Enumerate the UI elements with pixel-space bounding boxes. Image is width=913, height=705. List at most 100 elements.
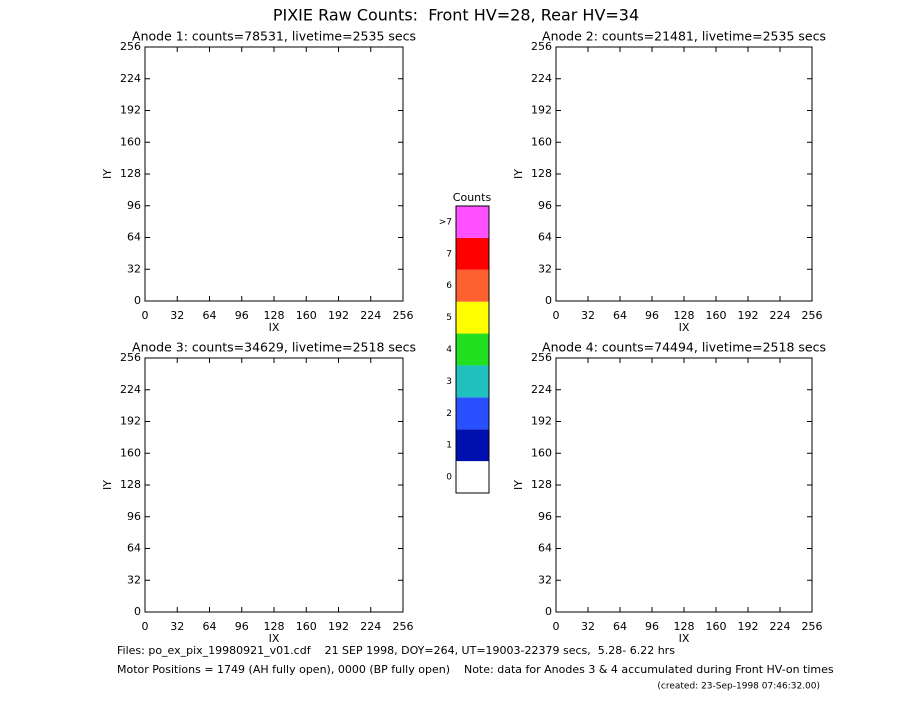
- plot-frame: [555, 357, 813, 613]
- colorbar-swatch: [456, 333, 489, 366]
- y-tick-label: 64: [538, 231, 552, 244]
- x-tick-label: 64: [203, 309, 217, 322]
- y-tick-label: 224: [120, 383, 141, 396]
- x-tick-label: 224: [770, 309, 791, 322]
- y-tick-label: 160: [120, 446, 141, 459]
- x-tick-label: 128: [674, 620, 695, 633]
- y-tick-label: 32: [538, 262, 552, 275]
- plot-frame: [144, 46, 404, 302]
- x-tick-label: 64: [613, 309, 627, 322]
- plot-frame: [144, 357, 404, 613]
- footer-motor: Motor Positions = 1749 (AH fully open), …: [117, 663, 834, 676]
- colorbar-label: 2: [446, 409, 452, 419]
- x-tick-label: 160: [706, 620, 727, 633]
- y-tick-label: 192: [120, 104, 141, 117]
- y-tick-label: 32: [127, 573, 141, 586]
- x-tick-label: 192: [738, 309, 759, 322]
- x-tick-label: 256: [393, 620, 414, 633]
- colorbar-swatch: [456, 365, 489, 398]
- x-tick-label: 160: [296, 620, 317, 633]
- x-tick-label: 160: [706, 309, 727, 322]
- x-tick-label: 128: [264, 620, 285, 633]
- x-tick-label: 96: [645, 309, 659, 322]
- panel-title: Anode 4: counts=74494, livetime=2518 sec…: [542, 340, 826, 355]
- y-tick-label: 96: [127, 510, 141, 523]
- y-tick-label: 256: [531, 351, 552, 364]
- figure-title: PIXIE Raw Counts: Front HV=28, Rear HV=3…: [273, 6, 639, 25]
- colorbar-label: 6: [446, 281, 452, 291]
- x-tick-label: 128: [264, 309, 285, 322]
- x-tick-label: 256: [393, 309, 414, 322]
- y-tick-label: 256: [120, 351, 141, 364]
- x-tick-label: 224: [770, 620, 791, 633]
- y-tick-label: 160: [120, 135, 141, 148]
- colorbar-label: 7: [446, 249, 452, 259]
- panel-title: Anode 3: counts=34629, livetime=2518 sec…: [132, 340, 416, 355]
- y-axis-label: IY: [512, 169, 525, 179]
- y-tick-label: 192: [120, 415, 141, 428]
- plot-frame: [555, 46, 813, 302]
- x-tick-label: 96: [235, 309, 249, 322]
- y-tick-label: 0: [545, 605, 552, 618]
- colorbar-frame: [455, 205, 490, 494]
- y-tick-label: 128: [531, 167, 552, 180]
- colorbar-title: Counts: [453, 191, 492, 204]
- x-tick-label: 0: [553, 309, 560, 322]
- colorbar-swatch: [456, 429, 489, 462]
- x-axis-label: IX: [269, 632, 280, 645]
- colorbar-swatch: [456, 301, 489, 334]
- y-tick-label: 128: [120, 167, 141, 180]
- y-tick-label: 160: [531, 446, 552, 459]
- y-axis-label: IY: [101, 169, 114, 179]
- colorbar-label: 3: [446, 377, 452, 387]
- x-tick-label: 192: [328, 620, 349, 633]
- y-tick-label: 0: [134, 605, 141, 618]
- x-tick-label: 96: [235, 620, 249, 633]
- y-tick-label: 224: [531, 72, 552, 85]
- y-tick-label: 256: [531, 40, 552, 53]
- y-axis-label: IY: [101, 480, 114, 490]
- y-tick-label: 0: [545, 294, 552, 307]
- y-tick-label: 224: [120, 72, 141, 85]
- x-tick-label: 128: [674, 309, 695, 322]
- x-tick-label: 224: [360, 309, 381, 322]
- x-tick-label: 192: [738, 620, 759, 633]
- panel-title: Anode 1: counts=78531, livetime=2535 sec…: [132, 29, 416, 44]
- colorbar-label: 1: [446, 441, 452, 451]
- y-tick-label: 64: [127, 231, 141, 244]
- y-axis-label: IY: [512, 480, 525, 490]
- x-tick-label: 64: [613, 620, 627, 633]
- colorbar-label: >7: [439, 217, 452, 227]
- y-tick-label: 224: [531, 383, 552, 396]
- x-tick-label: 160: [296, 309, 317, 322]
- y-tick-label: 96: [538, 510, 552, 523]
- y-tick-label: 64: [127, 542, 141, 555]
- colorbar-swatch: [456, 237, 489, 270]
- x-tick-label: 192: [328, 309, 349, 322]
- colorbar-swatch: [456, 269, 489, 302]
- y-tick-label: 256: [120, 40, 141, 53]
- x-tick-label: 224: [360, 620, 381, 633]
- colorbar-swatch: [456, 206, 489, 238]
- x-tick-label: 96: [645, 620, 659, 633]
- x-tick-label: 0: [142, 620, 149, 633]
- x-tick-label: 64: [203, 620, 217, 633]
- y-tick-label: 160: [531, 135, 552, 148]
- colorbar-label: 5: [446, 313, 452, 323]
- panel-title: Anode 2: counts=21481, livetime=2535 sec…: [542, 29, 826, 44]
- x-tick-label: 0: [553, 620, 560, 633]
- x-tick-label: 256: [802, 620, 823, 633]
- x-tick-label: 32: [170, 309, 184, 322]
- x-axis-label: IX: [679, 321, 690, 334]
- y-tick-label: 32: [538, 573, 552, 586]
- y-tick-label: 96: [538, 199, 552, 212]
- y-tick-label: 192: [531, 415, 552, 428]
- y-tick-label: 192: [531, 104, 552, 117]
- x-tick-label: 0: [142, 309, 149, 322]
- colorbar-label: 4: [446, 345, 452, 355]
- y-tick-label: 64: [538, 542, 552, 555]
- x-tick-label: 32: [581, 309, 595, 322]
- footer-created: (created: 23-Sep-1998 07:46:32.00): [657, 682, 820, 692]
